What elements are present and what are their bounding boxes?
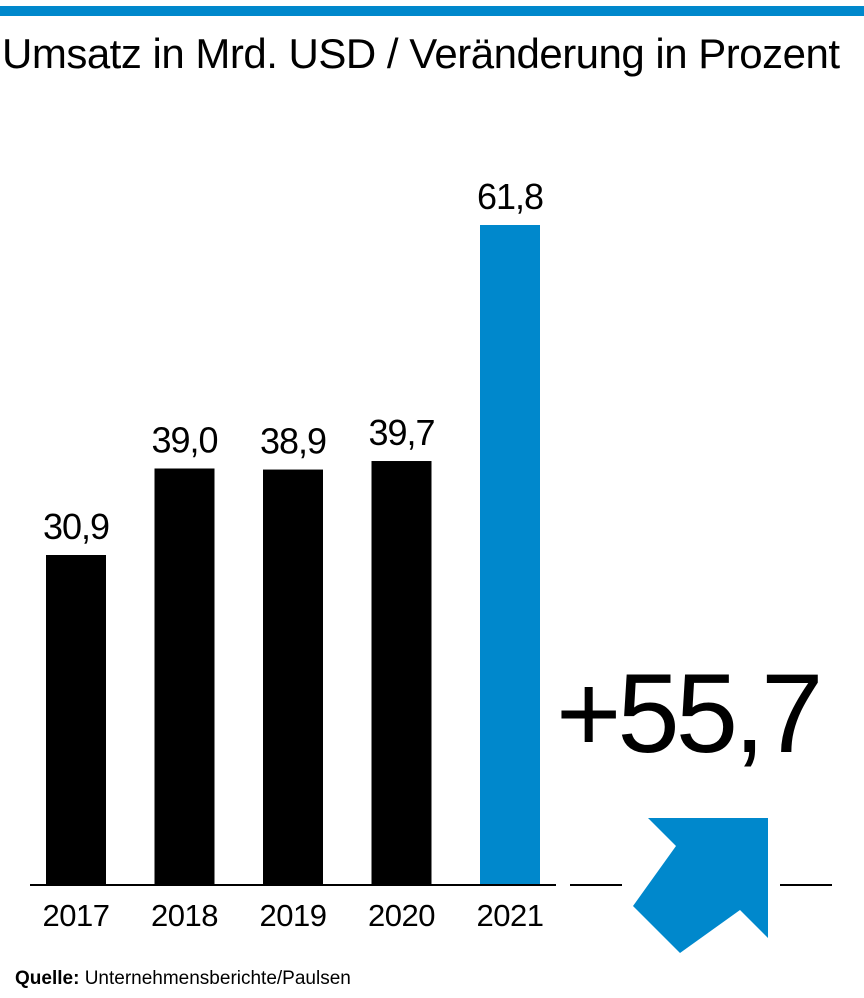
x-tick-label-2017: 2017 [43, 898, 110, 933]
up-right-arrow-icon [570, 818, 832, 953]
source-text: Unternehmensberichte/Paulsen [84, 968, 351, 989]
bar-2018 [154, 468, 215, 885]
source-note: Quelle: Unternehmensberichte/Paulsen [15, 968, 351, 990]
bar-2019 [263, 469, 323, 885]
x-tick-label-2019: 2019 [260, 898, 327, 933]
value-label-2019: 38,9 [260, 421, 326, 462]
change-value: +55,7 [556, 651, 823, 776]
arrow-shape [633, 818, 768, 953]
x-tick-label-2018: 2018 [151, 898, 218, 933]
bar-2020 [371, 461, 432, 885]
value-label-2021: 61,8 [477, 176, 543, 217]
x-tick-label-2021: 2021 [477, 898, 544, 933]
value-label-2017: 30,9 [43, 506, 109, 547]
x-tick-label-2020: 2020 [368, 898, 435, 933]
bar-2021 [480, 225, 540, 885]
top-rule [0, 6, 864, 16]
bar-2017 [46, 555, 106, 885]
value-label-2020: 39,7 [368, 412, 434, 453]
source-prefix: Quelle: [15, 968, 80, 989]
chart-title: Umsatz in Mrd. USD / Veränderung in Proz… [2, 30, 840, 77]
value-label-2018: 39,0 [151, 419, 217, 460]
